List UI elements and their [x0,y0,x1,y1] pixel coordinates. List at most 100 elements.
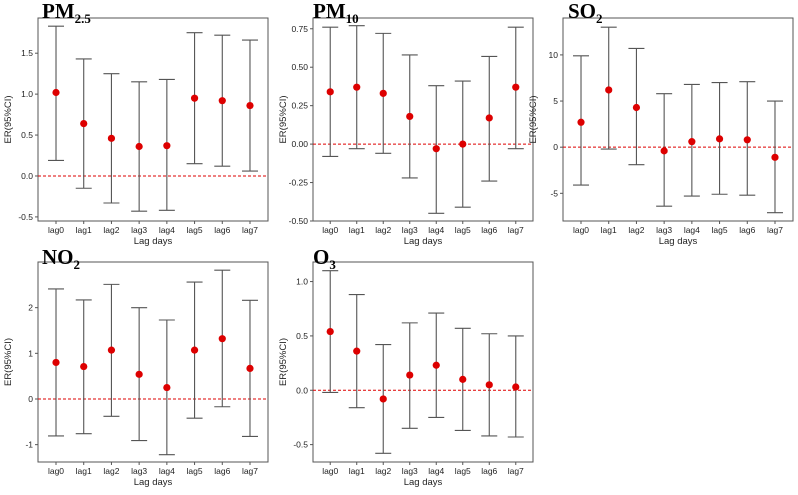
plot-frame [37,261,269,463]
y-tick-label: 1.0 [21,89,33,99]
x-tick-label-lag3: lag3 [131,466,147,476]
panel-title: PM10 [313,0,359,26]
x-tick-label-lag6: lag6 [214,466,230,476]
x-tick-label-lag1: lag1 [76,225,92,235]
panel-1: PM2.5 -0.5 0.0 0.5 1.0 1.5 lag0 lag1 lag2 lag3 lag… [3,0,269,247]
y-axis-label: ER(95%CI) [278,95,289,143]
x-tick-label-lag4: lag4 [159,466,175,476]
y-tick-label: 5 [553,96,558,106]
x-tick-label-lag2: lag2 [375,225,391,235]
x-tick-label-lag4: lag4 [159,225,175,235]
point-lag4 [163,383,171,392]
point-lag2 [107,346,116,354]
plot-frame [312,17,534,222]
panel-2: PM10 -0.50 -0.25 0.00 0.25 0.50 0.75 lag0 lag1 la… [278,0,534,247]
point-lag7 [771,153,779,161]
point-lag2 [379,395,387,403]
point-lag2 [632,103,641,112]
x-tick-label-lag5: lag5 [187,466,203,476]
y-tick-label: 0 [28,394,33,404]
point-lag3 [135,142,143,151]
x-tick-label-lag2: lag2 [103,466,119,476]
point-lag0 [52,358,60,367]
x-axis-label: Lag days [134,236,173,247]
x-tick-label-lag3: lag3 [402,466,418,476]
plot-frame [37,17,269,222]
y-tick-label: -0.50 [289,216,309,226]
x-tick-label-lag0: lag0 [573,225,589,235]
point-lag6 [485,114,493,122]
y-tick-label: -0.25 [289,178,309,188]
point-lag0 [577,118,585,126]
x-tick-label-lag5: lag5 [712,225,728,235]
point-lag4 [163,142,171,150]
panel-title-subscript: 2.5 [75,11,92,26]
x-tick-label-lag2: lag2 [375,466,391,476]
y-tick-label: 1 [28,348,33,358]
x-tick-label-lag5: lag5 [187,225,203,235]
panel-title-subscript: 2 [596,11,603,26]
x-tick-label-lag0: lag0 [322,225,338,235]
panel-title-subscript: 3 [329,257,336,272]
x-tick-label-lag6: lag6 [214,225,230,235]
panel-title-subscript: 10 [346,11,359,26]
x-tick-label-lag5: lag5 [455,225,471,235]
point-lag1 [353,83,361,91]
x-tick-label-lag1: lag1 [349,225,365,235]
point-lag6 [485,381,493,389]
y-tick-label: -1 [25,440,33,450]
y-axis-label: ER(95%CI) [528,95,539,143]
point-lag7 [512,383,520,391]
point-lag7 [246,364,254,372]
point-lag5 [715,135,724,143]
point-lag3 [135,370,143,378]
x-tick-label-lag4: lag4 [684,225,700,235]
point-lag2 [379,89,387,97]
point-lag4 [688,138,696,146]
x-tick-label-lag5: lag5 [455,466,471,476]
x-tick-label-lag7: lag7 [242,225,258,235]
point-lag5 [190,346,199,354]
x-tick-label-lag7: lag7 [508,225,524,235]
y-tick-label: 2 [28,303,33,313]
x-tick-label-lag1: lag1 [601,225,617,235]
y-tick-label: 1.0 [296,277,308,287]
x-tick-label-lag0: lag0 [48,225,64,235]
x-tick-label-lag6: lag6 [481,466,497,476]
x-tick-label-lag3: lag3 [402,225,418,235]
point-lag3 [660,147,668,155]
point-lag7 [246,101,254,110]
y-tick-label: 1.5 [21,48,33,58]
x-tick-label-lag1: lag1 [349,466,365,476]
x-tick-label-lag7: lag7 [508,466,524,476]
panel-title: NO2 [42,245,80,272]
x-tick-label-lag4: lag4 [428,225,444,235]
x-tick-label-lag6: lag6 [739,225,755,235]
y-tick-label: 0.25 [291,101,308,111]
x-tick-label-lag2: lag2 [628,225,644,235]
point-lag2 [107,134,116,142]
y-axis-label: ER(95%CI) [3,95,14,143]
point-lag1 [80,362,88,371]
y-tick-label: 0.75 [291,24,308,34]
x-tick-label-lag0: lag0 [322,466,338,476]
point-lag0 [52,88,60,97]
panel-title-main: NO [42,245,74,269]
panel-title: SO2 [568,0,603,26]
y-tick-label: -0.5 [18,212,33,222]
point-lag4 [432,361,440,369]
y-tick-label: 0.5 [21,130,33,140]
point-lag5 [459,375,467,383]
panel-5: O3 -0.5 0.0 0.5 1.0 lag0 lag1 lag2 lag3 lag4 lag5 l… [278,245,534,488]
y-tick-label: 0.50 [291,62,308,72]
plot-frame [562,17,794,222]
panel-title-subscript: 2 [74,257,81,272]
y-tick-label: 0.0 [296,385,308,395]
y-tick-label: 0.00 [291,139,308,149]
y-tick-label: -0.5 [293,440,308,450]
point-lag6 [218,97,226,105]
x-axis-label: Lag days [134,477,173,488]
